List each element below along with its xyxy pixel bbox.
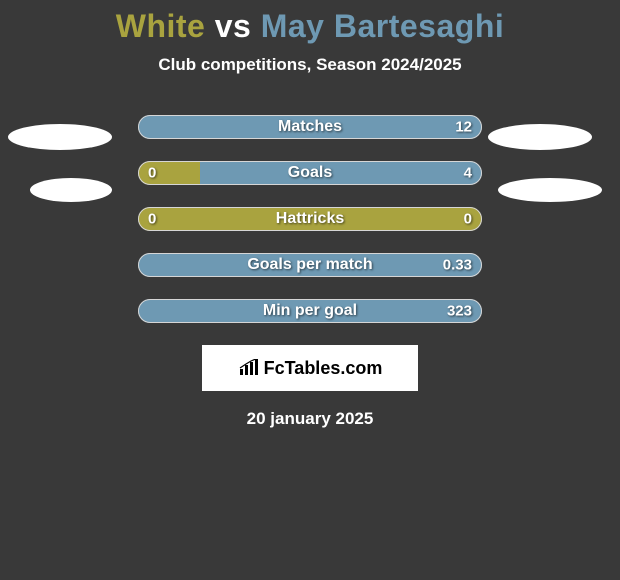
stat-bar: Min per goal 323 <box>138 299 482 323</box>
decorative-ellipse <box>498 178 602 202</box>
page-title: White vs May Bartesaghi <box>0 0 620 45</box>
stat-label: Hattricks <box>276 210 344 228</box>
stat-bar: Goals 0 4 <box>138 161 482 185</box>
stat-value-right: 0 <box>464 211 472 228</box>
decorative-ellipse <box>488 124 592 150</box>
brand-text: FcTables.com <box>264 358 383 379</box>
bar-fill-right <box>200 161 482 185</box>
stat-value-right: 12 <box>455 119 472 136</box>
stat-label: Goals <box>288 164 332 182</box>
stat-value-left: 0 <box>148 165 156 182</box>
stat-value-right: 323 <box>447 303 472 320</box>
stat-label: Min per goal <box>263 302 357 320</box>
bar-chart-icon <box>238 359 260 377</box>
stat-bar: Goals per match 0.33 <box>138 253 482 277</box>
decorative-ellipse <box>30 178 112 202</box>
stat-label: Matches <box>278 118 342 136</box>
stat-value-left: 0 <box>148 211 156 228</box>
title-right: May Bartesaghi <box>261 8 505 44</box>
subtitle: Club competitions, Season 2024/2025 <box>0 55 620 75</box>
brand-box: FcTables.com <box>202 345 418 391</box>
stat-value-right: 0.33 <box>443 257 472 274</box>
stat-bar: Hattricks 0 0 <box>138 207 482 231</box>
decorative-ellipse <box>8 124 112 150</box>
date-label: 20 january 2025 <box>0 409 620 429</box>
title-left: White <box>116 8 206 44</box>
stat-label: Goals per match <box>247 256 372 274</box>
comparison-bars: Matches 12 Goals 0 4 Hattricks 0 0 Goals per mat… <box>138 115 482 323</box>
title-vs: vs <box>205 8 260 44</box>
stat-bar: Matches 12 <box>138 115 482 139</box>
stat-value-right: 4 <box>464 165 472 182</box>
